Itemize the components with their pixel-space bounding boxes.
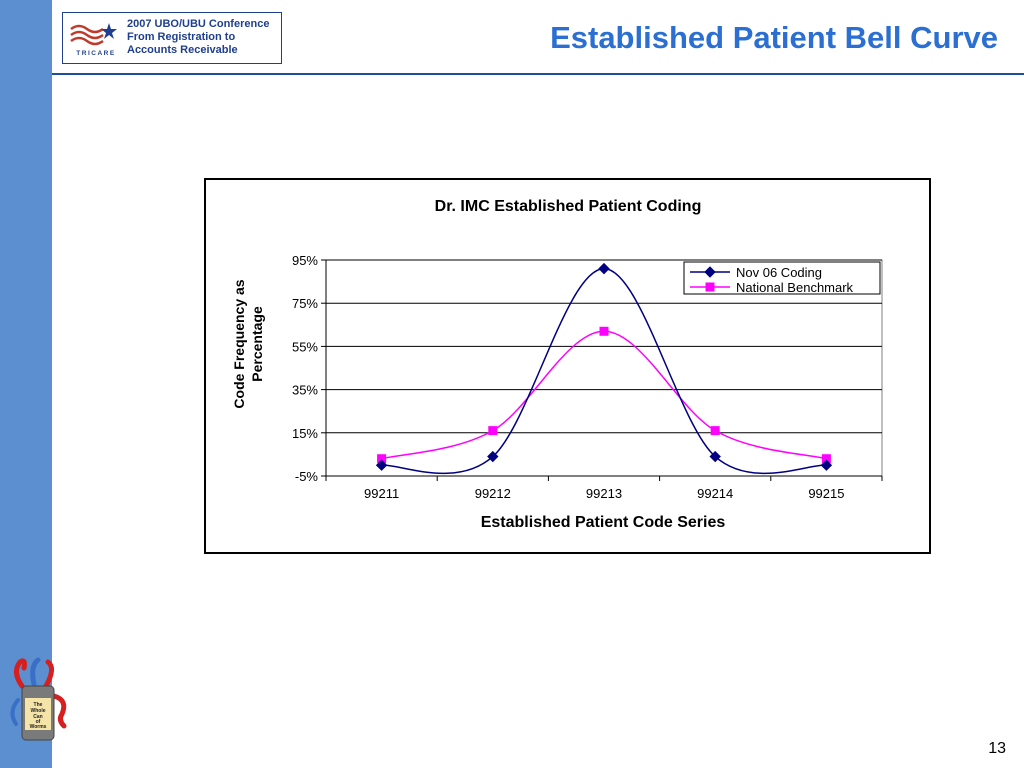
x-tick-label: 99215 xyxy=(808,486,844,501)
legend-entry: Nov 06 Coding xyxy=(736,265,822,280)
data-point xyxy=(710,426,720,436)
left-sidebar-band xyxy=(0,0,52,768)
data-point xyxy=(599,326,609,336)
header-divider xyxy=(52,73,1024,75)
page-number: 13 xyxy=(988,740,1006,757)
x-tick-label: 99213 xyxy=(586,486,622,501)
y-axis-label-line-2: Percentage xyxy=(249,306,265,382)
y-tick-label: 75% xyxy=(292,296,318,311)
logo-text: 2007 UBO/UBU Conference From Registratio… xyxy=(127,18,269,57)
y-axis-label-line-1: Code Frequency as xyxy=(231,279,247,408)
x-tick-label: 99214 xyxy=(697,486,733,501)
legend-marker xyxy=(705,282,715,292)
emblem-line-3: Can xyxy=(33,714,42,720)
tricare-wordmark: TRICARE xyxy=(76,50,115,57)
y-tick-label: -5% xyxy=(295,469,319,484)
legend-marker xyxy=(704,266,716,278)
y-tick-label: 15% xyxy=(292,426,318,441)
tricare-logo-icon: TRICARE xyxy=(70,23,117,57)
logo-line-1: 2007 UBO/UBU Conference xyxy=(127,18,270,30)
series xyxy=(375,262,833,475)
conference-logo: TRICARE 2007 UBO/UBU Conference From Reg… xyxy=(62,12,282,64)
data-point xyxy=(487,450,499,463)
can-of-worms-icon: The Whole Can of Worms xyxy=(10,657,67,741)
data-point xyxy=(820,459,833,471)
emblem-line-5: Worms xyxy=(30,724,47,730)
series-line xyxy=(381,267,827,475)
x-axis-label: Established Patient Code Series xyxy=(481,514,726,531)
emblem-line-1: The xyxy=(34,702,43,708)
legend-box xyxy=(683,261,881,295)
series-nov-06-coding xyxy=(375,262,833,475)
x-tick-label: 99211 xyxy=(364,486,399,501)
data-point xyxy=(598,262,610,275)
logo-line-2: From Registration to xyxy=(127,31,236,43)
axes: -5% 15% 35% 55% 75% 95% 99211 99212 99213 99214 99… xyxy=(292,253,883,501)
series-national-benchmark xyxy=(377,326,831,464)
y-axis-label: Code Frequency as Percentage xyxy=(231,279,265,408)
y-tick-label: 35% xyxy=(292,383,318,398)
y-tick-label: 55% xyxy=(292,339,318,354)
series-line xyxy=(381,330,827,460)
x-tick-label: 99212 xyxy=(475,486,511,501)
data-point xyxy=(488,426,498,436)
chart-frame: Dr. IMC Established Patient Coding Code … xyxy=(204,178,931,554)
data-point xyxy=(375,459,388,471)
y-tick-label: 95% xyxy=(292,253,318,268)
logo-line-3: Accounts Receivable xyxy=(127,44,238,56)
legend-entry: National Benchmark xyxy=(736,280,854,295)
data-point xyxy=(709,450,721,463)
emblem-line-2: Whole xyxy=(31,708,46,714)
emblem-line-4: of xyxy=(36,719,41,725)
slide-title: Established Patient Bell Curve xyxy=(550,20,998,55)
chart-title: Dr. IMC Established Patient Coding xyxy=(435,198,702,215)
line-chart: Dr. IMC Established Patient Coding Code … xyxy=(231,198,883,531)
